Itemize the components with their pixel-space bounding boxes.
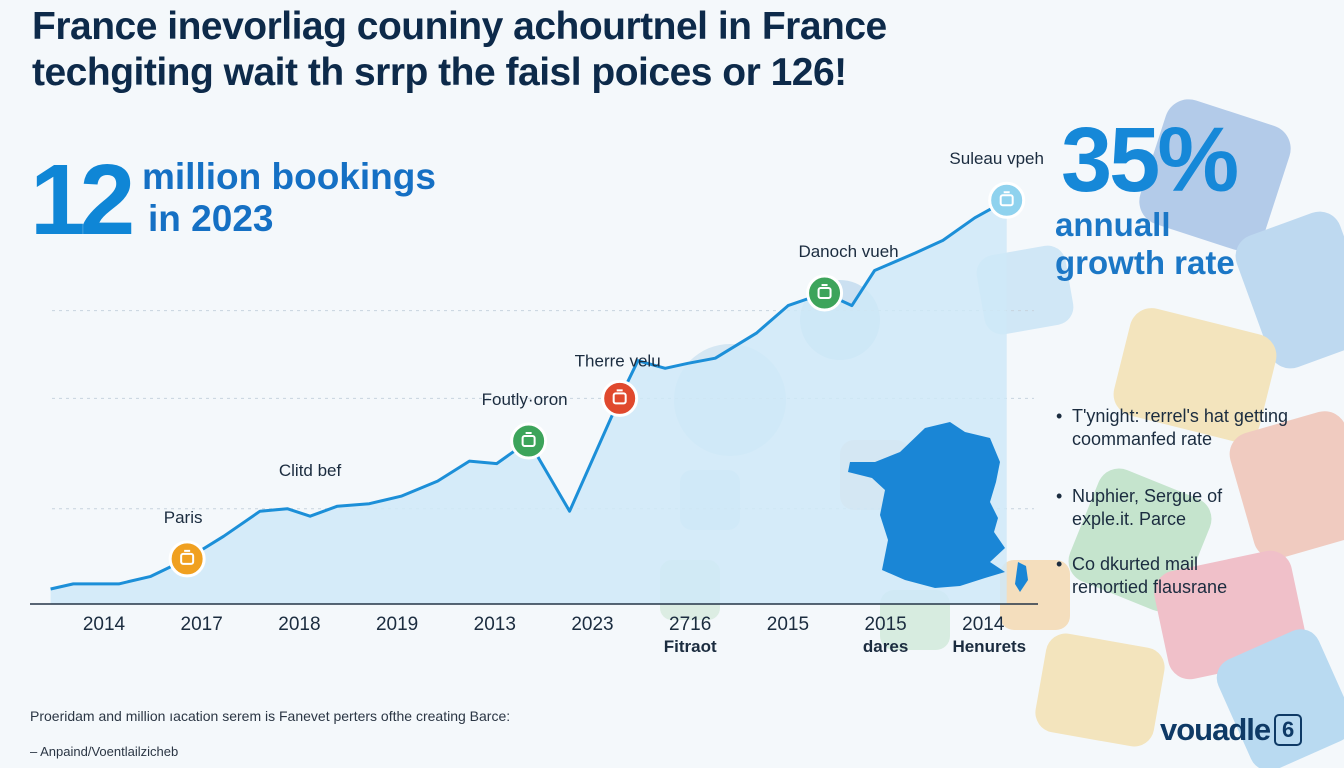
bookings-caption-line-2: in 2023 [148, 198, 274, 239]
plane-icon [999, 194, 1014, 207]
growth-caption-line-1: annuall [1055, 206, 1171, 243]
x-tick-sublabel: Fitraot [664, 637, 717, 656]
milestone-circle [510, 422, 548, 460]
growth-stat: 35% annuall growth rate [1055, 109, 1239, 282]
x-tick-sublabel: dares [863, 637, 908, 656]
growth-percent: 35% [1061, 109, 1239, 211]
notes-list: • T'ynight: rerrel's hat getting coomman… [1056, 405, 1326, 621]
x-tick-sublabel: Henurets [952, 637, 1026, 656]
brand-name: vouadle [1160, 712, 1271, 747]
note-item: • T'ynight: rerrel's hat getting coomman… [1056, 405, 1326, 451]
milestone-label: Paris [164, 508, 203, 527]
bookings-caption: million bookings in 2023 [142, 156, 436, 240]
milestone-marker [168, 540, 206, 578]
x-tick-label: 2015 [767, 614, 809, 635]
milestone-label: Suleau vpeh [949, 149, 1044, 168]
x-tick-label: 2716 [669, 614, 711, 635]
milestone-label: Foutly·oron [482, 390, 568, 409]
milestone-circle [988, 181, 1026, 219]
milestone-marker [601, 379, 639, 417]
chart-title-line-2: techgiting wait th srrp the faisl poices… [32, 51, 847, 94]
x-tick-label: 2015 [864, 614, 906, 635]
note-text-line-2: exple.it. Parce [1072, 509, 1187, 529]
note-bullet: • [1056, 554, 1063, 574]
note-bullet: • [1056, 406, 1063, 426]
brand-logo: vouadle 6 [1160, 712, 1303, 748]
chart-title-line-1: France inevorliag couniny achourtnel in … [32, 5, 887, 48]
chart-title: France inevorliag couniny achourtnel in … [32, 4, 1012, 96]
note-item: • Co dkurted mail remortied flausrane [1056, 553, 1326, 599]
bookings-number: 12 [30, 144, 135, 256]
milestone-label: Therre velu [575, 351, 661, 370]
x-tick-label: 2013 [474, 614, 516, 635]
bag-icon [521, 434, 536, 447]
note-text-line-2: coommanfed rate [1072, 429, 1213, 449]
note-bullet: • [1056, 486, 1063, 506]
milestone-marker [510, 422, 548, 460]
footer-source: – Anpaind/Voentlailzicheb [30, 744, 179, 759]
chart-area-fill [50, 200, 1007, 604]
x-axis-ticks: 2014 2017 2018 2019 2013 2023 2716 2015 2015 2014… [83, 614, 1026, 656]
footer-note: Proeridam and million ıacation serem is … [30, 708, 511, 724]
note-text-line-2: remortied flausrane [1072, 577, 1228, 597]
france-map-icon [848, 422, 1028, 592]
milestone-circle [601, 379, 639, 417]
milestone-marker [988, 181, 1026, 219]
milestone-circle [806, 274, 844, 312]
brand-badge: 6 [1274, 714, 1303, 746]
growth-caption-line-2: growth rate [1055, 244, 1235, 281]
note-item: • Nuphier, Sergue of exple.it. Parce [1056, 485, 1326, 531]
x-tick-label: 2017 [181, 614, 223, 635]
milestone-circle [168, 540, 206, 578]
x-tick-label: 2014 [962, 614, 1005, 635]
x-tick-label: 2023 [571, 614, 613, 635]
milestone-label: Clitd bef [279, 461, 342, 480]
note-text-line-1: Co dkurted mail [1072, 554, 1199, 574]
note-text-line-1: T'ynight: rerrel's hat getting [1072, 406, 1288, 426]
luggage-icon [612, 392, 627, 405]
milestone-label: Danoch vueh [798, 242, 898, 261]
box-icon [817, 287, 832, 300]
growth-caption: annuall growth rate [1055, 206, 1236, 282]
note-text-line-1: Nuphier, Sergue of [1072, 486, 1223, 506]
x-tick-label: 2018 [278, 614, 320, 635]
suitcase-icon [180, 552, 195, 565]
x-tick-label: 2019 [376, 614, 418, 635]
bookings-caption-line-1: million bookings [142, 156, 436, 197]
x-tick-label: 2014 [83, 614, 126, 635]
milestone-markers: Paris Clitd bef Foutly·oron Therre velu Dano… [164, 149, 1044, 578]
milestone-marker [806, 274, 844, 312]
